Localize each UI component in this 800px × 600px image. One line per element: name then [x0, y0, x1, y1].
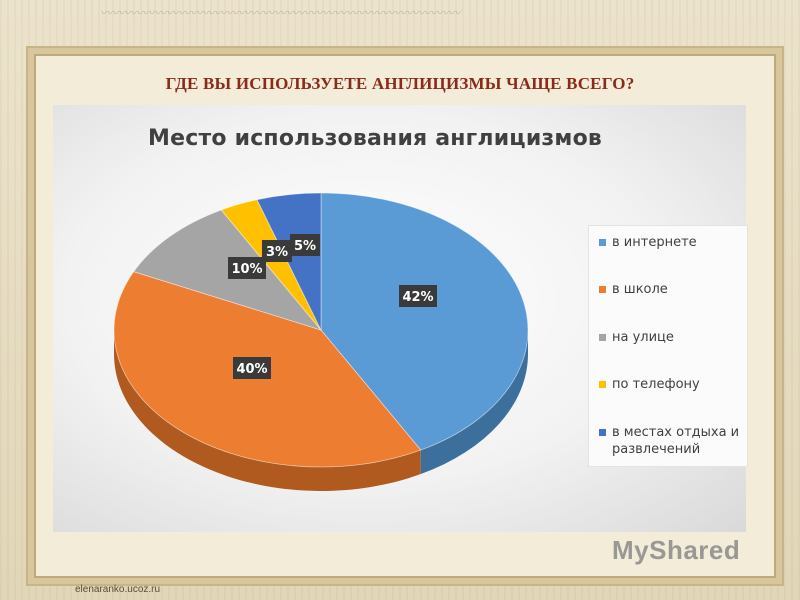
legend-label: в интернете — [612, 235, 697, 250]
legend-swatch — [599, 286, 606, 293]
svg-text:10%: 10% — [231, 262, 262, 277]
data-label-3: 3% — [262, 240, 292, 262]
decorative-handwriting: 〰〰〰〰〰〰〰〰〰〰〰〰〰〰〰〰〰〰〰〰〰〰〰〰〰〰〰〰〰〰 — [100, 6, 461, 20]
slide-title: ГДЕ ВЫ ИСПОЛЬЗУЕТЕ АНГЛИЦИЗМЫ ЧАЩЕ ВСЕГО… — [165, 74, 635, 93]
legend-label: в местах отдыха и развлечений — [612, 425, 740, 457]
chart-title: Место использования англицизмов — [148, 126, 603, 151]
svg-text:42%: 42% — [402, 290, 433, 305]
pie-slice-side-1 — [113, 330, 421, 491]
data-label-4: 5% — [290, 234, 320, 256]
legend-swatch — [599, 429, 606, 436]
legend-label: по телефону — [612, 377, 700, 392]
data-label-0: 42% — [399, 285, 437, 307]
legend-swatch — [599, 381, 606, 388]
data-label-2: 10% — [228, 257, 266, 279]
data-label-1: 40% — [233, 357, 271, 379]
legend-label: на улице — [612, 330, 674, 345]
footer-site-text: elenaranko.ucoz.ru — [75, 584, 161, 595]
pie-slice-side-0 — [420, 330, 528, 475]
svg-text:3%: 3% — [266, 245, 288, 260]
legend-label: в школе — [612, 282, 668, 297]
pie-slice-2 — [133, 209, 323, 331]
watermark-logo: MyShared — [612, 535, 741, 565]
chart-legend: в интернете в школе на улице по телефону в м… — [588, 225, 748, 467]
legend-swatch — [599, 239, 606, 246]
pie-slice-0 — [320, 192, 529, 451]
svg-text:40%: 40% — [236, 362, 267, 377]
legend-swatch — [599, 334, 606, 341]
svg-text:5%: 5% — [294, 239, 316, 254]
